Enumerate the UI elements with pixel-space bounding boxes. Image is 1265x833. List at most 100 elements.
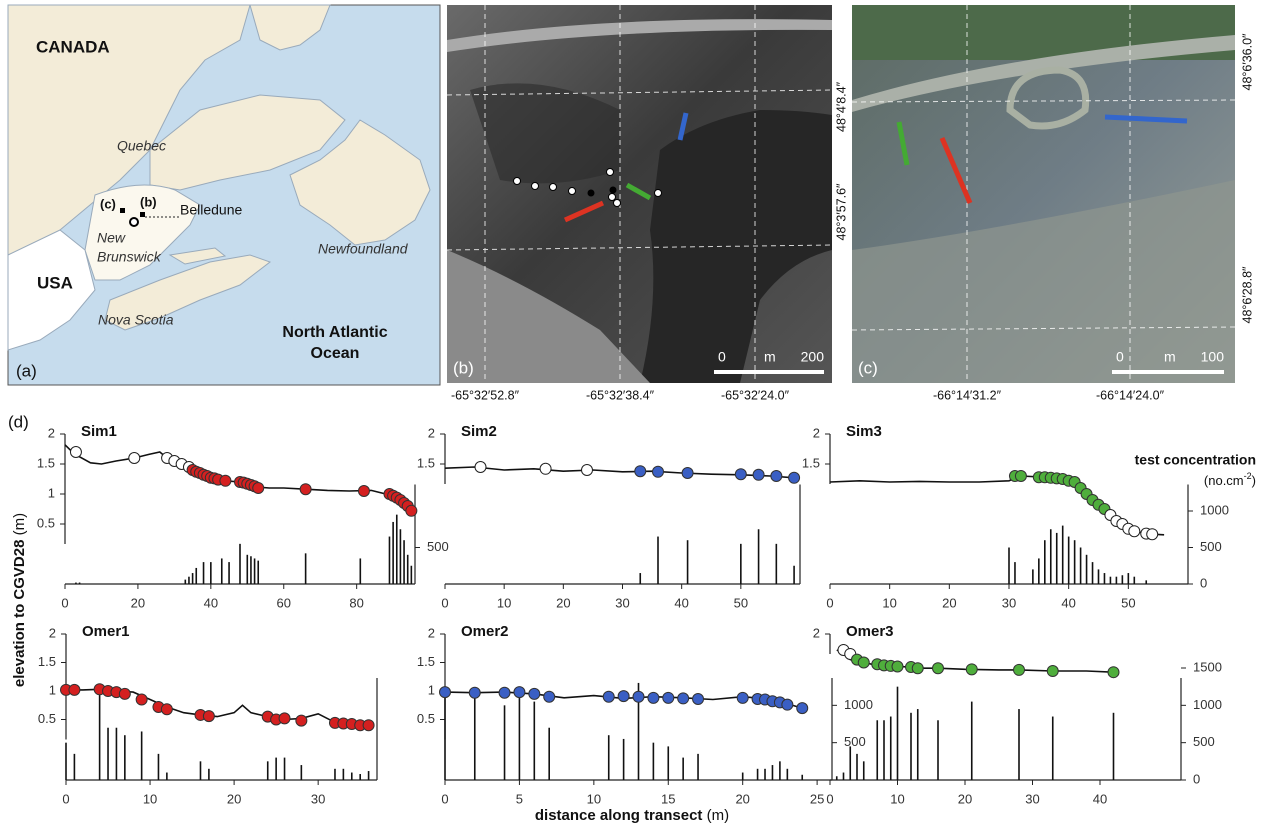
- count-bar: [757, 529, 760, 584]
- sample-point: [677, 692, 690, 705]
- x-tick-label: 0: [826, 791, 833, 806]
- count-bar: [607, 735, 610, 780]
- count-bar: [124, 735, 126, 780]
- count-bar: [775, 543, 778, 584]
- count-bar: [1097, 569, 1100, 584]
- count-bar: [253, 558, 256, 584]
- scale-label: m: [764, 349, 776, 365]
- place-label: Newfoundland: [318, 241, 409, 257]
- count-bar: [246, 554, 249, 584]
- sample-point: [734, 468, 747, 481]
- road: [852, 35, 1235, 112]
- x-tick-label: 30: [1002, 595, 1016, 610]
- sample-point: [278, 712, 291, 725]
- count-bar: [657, 536, 659, 584]
- count-bar: [275, 757, 277, 780]
- count-bar: [533, 701, 536, 780]
- count-bar: [970, 701, 973, 780]
- map-c: 0 m 100 (c) 48°6′36.0″ 48°6′28.8″ -66°14…: [851, 5, 1254, 402]
- y-tick-label: 1.5: [37, 455, 55, 470]
- sample-point: [539, 462, 552, 475]
- count-bar: [239, 543, 241, 584]
- x-axis-label-unit: (m): [707, 807, 730, 824]
- sample-point: [1046, 665, 1059, 678]
- x-tick-label: 20: [131, 595, 145, 610]
- sample-point: [1146, 528, 1159, 541]
- chart-title: Omer2: [461, 623, 509, 640]
- count-bar: [793, 565, 795, 584]
- count-bar: [367, 771, 370, 780]
- count-bar: [741, 772, 744, 780]
- beach: [447, 250, 650, 383]
- x-tick-label: 30: [311, 791, 325, 806]
- count-bar: [188, 576, 190, 584]
- count-bar: [1073, 540, 1076, 584]
- count-bar: [395, 514, 398, 584]
- count-bar: [1014, 562, 1016, 584]
- sample-sites: [513, 168, 662, 207]
- sample-point: [965, 663, 978, 676]
- land-newfoundland: [289, 119, 431, 246]
- x-tick-label: 10: [587, 791, 601, 806]
- land-nova-scotia: [104, 254, 272, 331]
- count-bar: [682, 757, 684, 780]
- place-label: New: [97, 230, 126, 246]
- count-bar: [896, 686, 899, 780]
- scale-label: 200: [801, 349, 825, 365]
- graticule: [851, 5, 1236, 383]
- sample-point: [118, 687, 131, 700]
- count-bar: [503, 705, 506, 780]
- y-tick-label: 2: [428, 425, 435, 440]
- count-bar: [910, 712, 912, 780]
- scale-label: 0: [1116, 349, 1124, 365]
- count-bar: [195, 567, 198, 584]
- y-axis-label-main: elevation to CGVD28: [11, 540, 28, 688]
- sample-point: [788, 471, 801, 484]
- sample-point: [128, 452, 141, 464]
- count-bar: [862, 761, 865, 780]
- count-bar: [304, 553, 307, 584]
- count-bar: [889, 716, 892, 780]
- count-bar: [916, 709, 919, 780]
- count-bar: [75, 582, 77, 584]
- place-label: (b): [140, 194, 157, 209]
- x-tick-label: 25: [810, 791, 824, 806]
- count-bar: [1038, 558, 1040, 584]
- count-bar: [444, 690, 446, 780]
- land-pei: [168, 247, 227, 265]
- place-label: Belledune: [180, 202, 242, 218]
- marsh: [470, 83, 620, 184]
- count-bar: [266, 761, 269, 780]
- lon-label: -65°32′38.4″: [586, 388, 655, 402]
- count-bar: [157, 753, 160, 780]
- x-tick-label: 0: [441, 791, 448, 806]
- y-tick-label: 0.5: [38, 711, 56, 726]
- count-bar: [228, 562, 230, 584]
- y2-tick-label: 500: [427, 539, 449, 554]
- y-tick-label: 2: [48, 425, 55, 440]
- x-tick-label: 20: [556, 595, 570, 610]
- chart-title: Sim2: [461, 423, 497, 440]
- y2-tick-label: 1000: [1193, 697, 1222, 712]
- sample-point: [752, 468, 765, 481]
- lon-label: -65°32′24.0″: [721, 388, 790, 402]
- x-tick-label: 80: [349, 595, 363, 610]
- sample-point: [135, 693, 148, 706]
- y-tick-label: 0.5: [417, 711, 435, 726]
- sample-point: [160, 703, 173, 716]
- count-bar: [667, 746, 670, 780]
- count-bar: [406, 554, 409, 584]
- count-bar: [1127, 573, 1130, 584]
- count-bar: [1121, 575, 1124, 584]
- sample-point: [362, 719, 375, 732]
- place-label: CANADA: [36, 37, 110, 56]
- count-bar: [771, 765, 774, 780]
- scale-bar: [714, 370, 824, 374]
- sample-point: [647, 691, 660, 704]
- x-tick-label: 20: [735, 791, 749, 806]
- chart-title: Omer3: [846, 623, 894, 640]
- sample-point: [439, 686, 451, 699]
- sample-point: [1014, 470, 1027, 482]
- x-tick-label: 5: [516, 791, 523, 806]
- count-bar: [107, 727, 109, 780]
